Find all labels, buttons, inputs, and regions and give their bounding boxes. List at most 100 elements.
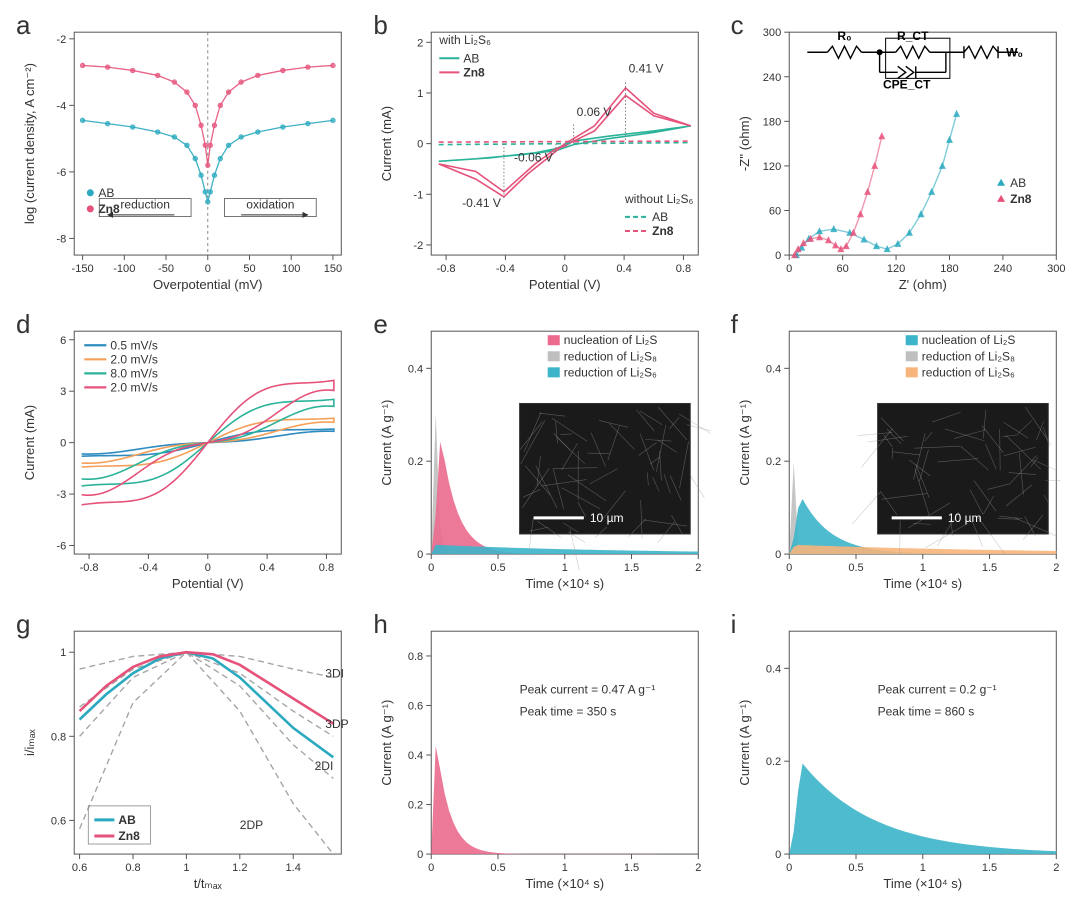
- panel-letter: b: [373, 10, 387, 41]
- svg-text:0: 0: [417, 549, 423, 561]
- svg-text:i/iₘₐₓ: i/iₘₐₓ: [22, 728, 37, 755]
- svg-text:without Li₂S₆: without Li₂S₆: [624, 192, 694, 206]
- svg-text:AB: AB: [652, 210, 668, 224]
- svg-text:0.2: 0.2: [408, 799, 423, 811]
- svg-text:1.5: 1.5: [624, 562, 639, 574]
- svg-text:-50: -50: [158, 263, 174, 275]
- svg-text:2.0 mV/s: 2.0 mV/s: [110, 381, 157, 395]
- panel-g: g0.60.811.21.40.60.81t/tₘₐₓi/iₘₐₓ3DI3DP2…: [12, 611, 353, 896]
- svg-text:120: 120: [887, 263, 905, 275]
- svg-text:Time (×10⁴ s): Time (×10⁴ s): [883, 876, 962, 891]
- svg-text:oxidation: oxidation: [246, 197, 294, 211]
- svg-text:-6: -6: [56, 541, 66, 553]
- svg-text:3DI: 3DI: [325, 666, 344, 680]
- svg-text:1: 1: [919, 562, 925, 574]
- svg-text:0: 0: [205, 562, 211, 574]
- svg-text:0: 0: [775, 549, 781, 561]
- svg-text:0.2: 0.2: [408, 457, 423, 469]
- svg-text:0.4: 0.4: [408, 364, 423, 376]
- panel-d: d-0.8-0.400.40.8-6-3036Potential (V)Curr…: [12, 311, 353, 596]
- svg-text:1.2: 1.2: [232, 862, 247, 874]
- chart-d: -0.8-0.400.40.8-6-3036Potential (V)Curre…: [12, 311, 353, 596]
- svg-text:AB: AB: [1010, 176, 1026, 190]
- panel-c: c060120180240300060120180240300Z' (ohm)-…: [727, 12, 1068, 297]
- panel-letter: a: [16, 10, 30, 41]
- svg-text:3: 3: [60, 387, 66, 399]
- svg-text:0.6: 0.6: [51, 815, 66, 827]
- svg-text:150: 150: [324, 263, 342, 275]
- svg-text:2.0 mV/s: 2.0 mV/s: [110, 353, 157, 367]
- panel-f: f00.511.5200.20.4Time (×10⁴ s)Current (A…: [727, 311, 1068, 596]
- svg-text:2DI: 2DI: [315, 759, 334, 773]
- panel-a: a-150-100-50050100150-8-6-4-2Overpotenti…: [12, 12, 353, 297]
- svg-text:0.4: 0.4: [259, 562, 274, 574]
- svg-text:3DP: 3DP: [325, 717, 348, 731]
- svg-text:Potential (V): Potential (V): [172, 577, 244, 592]
- svg-text:reduction of Li₂S₆: reduction of Li₂S₆: [564, 366, 657, 380]
- svg-text:0: 0: [429, 562, 435, 574]
- svg-text:t/tₘₐₓ: t/tₘₐₓ: [194, 876, 223, 891]
- svg-text:1.5: 1.5: [982, 562, 997, 574]
- svg-text:-100: -100: [113, 263, 135, 275]
- svg-text:AB: AB: [98, 186, 114, 200]
- svg-text:0.5 mV/s: 0.5 mV/s: [110, 339, 157, 353]
- svg-text:Current (mA): Current (mA): [22, 405, 37, 480]
- svg-text:Overpotential (mV): Overpotential (mV): [153, 277, 262, 292]
- svg-text:Zn8: Zn8: [652, 224, 674, 238]
- svg-text:reduction of Li₂S₈: reduction of Li₂S₈: [921, 350, 1014, 364]
- svg-text:-150: -150: [72, 263, 94, 275]
- svg-text:60: 60: [769, 205, 781, 217]
- svg-text:-8: -8: [56, 233, 66, 245]
- svg-text:0.41 V: 0.41 V: [629, 62, 664, 76]
- svg-text:0: 0: [775, 250, 781, 262]
- svg-text:300: 300: [762, 27, 780, 39]
- panel-letter: g: [16, 609, 30, 640]
- svg-text:Peak time = 860 s: Peak time = 860 s: [877, 704, 974, 718]
- svg-text:60: 60: [836, 263, 848, 275]
- svg-text:-0.06 V: -0.06 V: [514, 150, 553, 164]
- svg-text:180: 180: [762, 116, 780, 128]
- svg-text:0.06 V: 0.06 V: [577, 105, 612, 119]
- svg-text:Time (×10⁴ s): Time (×10⁴ s): [526, 876, 605, 891]
- svg-text:-0.4: -0.4: [496, 263, 515, 275]
- svg-text:0.8: 0.8: [319, 562, 334, 574]
- svg-text:0.4: 0.4: [408, 750, 423, 762]
- svg-text:Current (A g⁻¹): Current (A g⁻¹): [379, 400, 394, 486]
- svg-text:0: 0: [786, 263, 792, 275]
- figure-grid: a-150-100-50050100150-8-6-4-2Overpotenti…: [12, 12, 1068, 896]
- svg-text:AB: AB: [118, 813, 136, 827]
- svg-text:0.2: 0.2: [766, 457, 781, 469]
- svg-text:Peak time = 350 s: Peak time = 350 s: [520, 704, 617, 718]
- svg-text:reduction of Li₂S₈: reduction of Li₂S₈: [564, 350, 657, 364]
- panel-letter: e: [373, 309, 387, 340]
- panel-letter: d: [16, 309, 30, 340]
- svg-text:R₀: R₀: [837, 29, 851, 43]
- svg-text:240: 240: [762, 72, 780, 84]
- svg-text:AB: AB: [464, 51, 480, 65]
- svg-text:1: 1: [60, 647, 66, 659]
- chart-b: -0.8-0.400.40.8-2-1012Potential (V)Curre…: [369, 12, 710, 297]
- svg-text:0.5: 0.5: [848, 562, 863, 574]
- svg-text:2: 2: [696, 562, 702, 574]
- svg-text:0: 0: [429, 862, 435, 874]
- svg-text:120: 120: [762, 161, 780, 173]
- svg-text:0: 0: [417, 139, 423, 151]
- panel-i: i00.511.5200.20.4Time (×10⁴ s)Current (A…: [727, 611, 1068, 896]
- panel-b: b-0.8-0.400.40.8-2-1012Potential (V)Curr…: [369, 12, 710, 297]
- svg-text:240: 240: [993, 263, 1011, 275]
- svg-text:0.8: 0.8: [51, 731, 66, 743]
- chart-c: 060120180240300060120180240300Z' (ohm)-Z…: [727, 12, 1068, 297]
- chart-h: 00.511.5200.20.40.60.8Time (×10⁴ s)Curre…: [369, 611, 710, 896]
- chart-i: 00.511.5200.20.4Time (×10⁴ s)Current (A …: [727, 611, 1068, 896]
- svg-text:nucleation of Li₂S: nucleation of Li₂S: [921, 334, 1015, 348]
- svg-text:0: 0: [562, 263, 568, 275]
- svg-text:0.8: 0.8: [125, 862, 140, 874]
- svg-text:10 µm: 10 µm: [948, 511, 982, 525]
- svg-text:-2: -2: [56, 34, 66, 46]
- svg-text:-0.41 V: -0.41 V: [462, 196, 501, 210]
- svg-text:1: 1: [562, 562, 568, 574]
- svg-text:Zn8: Zn8: [1010, 192, 1032, 206]
- svg-text:8.0 mV/s: 8.0 mV/s: [110, 367, 157, 381]
- svg-text:180: 180: [940, 263, 958, 275]
- svg-text:Time (×10⁴ s): Time (×10⁴ s): [883, 577, 962, 592]
